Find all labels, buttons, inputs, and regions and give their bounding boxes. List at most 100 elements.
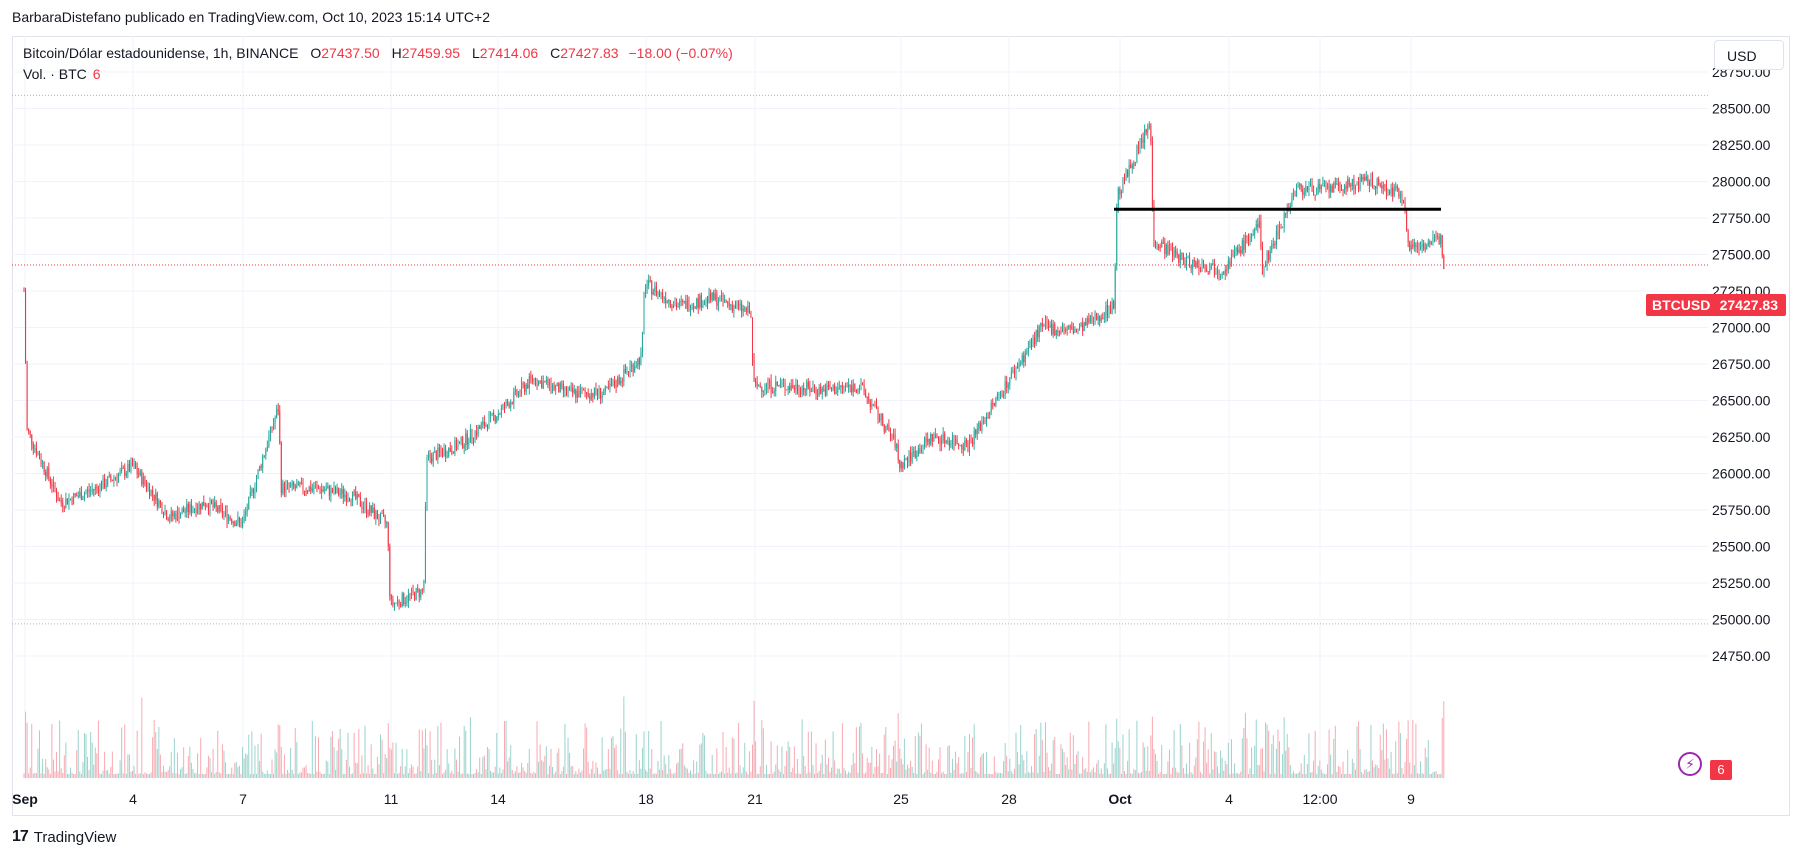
candle-body <box>1009 377 1011 385</box>
volume-bar <box>265 774 267 778</box>
volume-bar <box>1384 759 1386 778</box>
volume-bar <box>986 752 988 778</box>
candle-body <box>54 482 56 491</box>
candle-body <box>947 440 949 442</box>
price-tag-value: 27427.83 <box>1719 297 1778 313</box>
symbol-title[interactable]: Bitcoin/Dólar estadounidense, 1h, BINANC… <box>23 45 299 61</box>
candle-body <box>896 444 898 448</box>
candle-body <box>488 416 490 429</box>
volume-bar <box>868 762 870 778</box>
candle-body <box>60 500 62 503</box>
volume-bar <box>443 772 445 778</box>
candle-body <box>1151 141 1153 206</box>
candle-body <box>386 522 388 524</box>
candle-body <box>1117 188 1119 207</box>
volume-bar <box>111 751 113 778</box>
candle-body <box>840 385 842 388</box>
candle-body <box>1136 146 1138 162</box>
volume-bar <box>773 771 775 778</box>
volume-bar <box>1015 732 1017 778</box>
candle-body <box>519 391 521 394</box>
candle-body <box>671 305 673 308</box>
volume-bar <box>502 769 504 778</box>
currency-button[interactable]: USD <box>1714 40 1784 70</box>
candle-body <box>598 388 600 396</box>
candle-body <box>204 506 206 508</box>
volume-bar <box>1243 727 1245 778</box>
volume-bar <box>976 772 978 778</box>
volume-bar <box>349 766 350 778</box>
volume-bar <box>228 773 230 778</box>
volume-bar <box>448 763 450 778</box>
candle-body <box>792 385 794 388</box>
volume-bar <box>857 772 859 778</box>
volume-bar <box>1141 771 1143 778</box>
candle-body <box>1243 240 1245 250</box>
candle-body <box>124 468 126 476</box>
volume-bar <box>1292 771 1294 778</box>
candle-body <box>274 418 276 425</box>
volume-bar <box>141 697 143 778</box>
volume-bar <box>226 773 228 778</box>
candle-body <box>1348 179 1350 185</box>
volume-bar <box>1341 773 1342 778</box>
volume-bar <box>590 768 592 778</box>
candle-body <box>471 429 473 439</box>
candle-body <box>1079 326 1081 330</box>
candle-body <box>494 415 496 422</box>
candle-body <box>1161 241 1163 248</box>
volume-bar <box>173 738 175 778</box>
candle-body <box>849 384 851 387</box>
candle-body <box>294 486 296 489</box>
candle-body <box>1258 220 1260 228</box>
candle-body <box>584 389 586 393</box>
candle-body <box>1277 230 1279 236</box>
candle-body <box>559 383 561 393</box>
candle-body <box>1423 243 1425 248</box>
volume-bar <box>25 711 27 778</box>
candle-body <box>252 489 254 494</box>
candle-body <box>773 390 775 393</box>
volume-bar <box>1009 758 1011 778</box>
candle-body <box>1365 176 1367 181</box>
lightning-icon[interactable]: ⚡ <box>1678 752 1702 776</box>
candle-body <box>1012 370 1014 372</box>
candle-body <box>43 462 45 473</box>
candle-body <box>265 449 267 456</box>
candle-body <box>1266 251 1268 266</box>
volume-bar <box>1353 762 1355 778</box>
volume-bar <box>587 761 589 778</box>
volume-bar <box>609 768 611 778</box>
candle-body <box>1179 252 1181 263</box>
volume-label[interactable]: Vol. · BTC <box>23 66 87 82</box>
candle-body <box>683 300 685 302</box>
candle-body <box>304 490 306 492</box>
volume-bar <box>209 757 211 778</box>
candle-body <box>734 305 736 309</box>
volume-bar <box>485 769 487 778</box>
candle-body <box>524 384 526 392</box>
volume-bar <box>1429 773 1431 778</box>
volume-bar <box>314 736 316 778</box>
volume-bar <box>1063 752 1065 778</box>
candle-body <box>876 404 877 409</box>
volume-bar <box>1351 758 1353 778</box>
footer-brand[interactable]: 17 TradingView <box>12 828 116 846</box>
volume-bar <box>1354 769 1356 778</box>
volume-bar <box>338 738 340 778</box>
volume-bar <box>831 767 833 778</box>
volume-bar <box>741 773 743 778</box>
volume-bar <box>1001 773 1003 778</box>
candle-body <box>1305 186 1307 193</box>
candle-body <box>254 487 256 494</box>
candle-body <box>752 317 753 360</box>
candle-body <box>669 300 671 306</box>
candle-body <box>466 433 468 445</box>
volume-bar <box>1117 741 1119 778</box>
candle-body <box>63 506 65 508</box>
volume-bar <box>944 773 946 778</box>
candle-body <box>806 381 808 391</box>
candle-body <box>637 358 639 367</box>
candle-body <box>400 604 402 607</box>
